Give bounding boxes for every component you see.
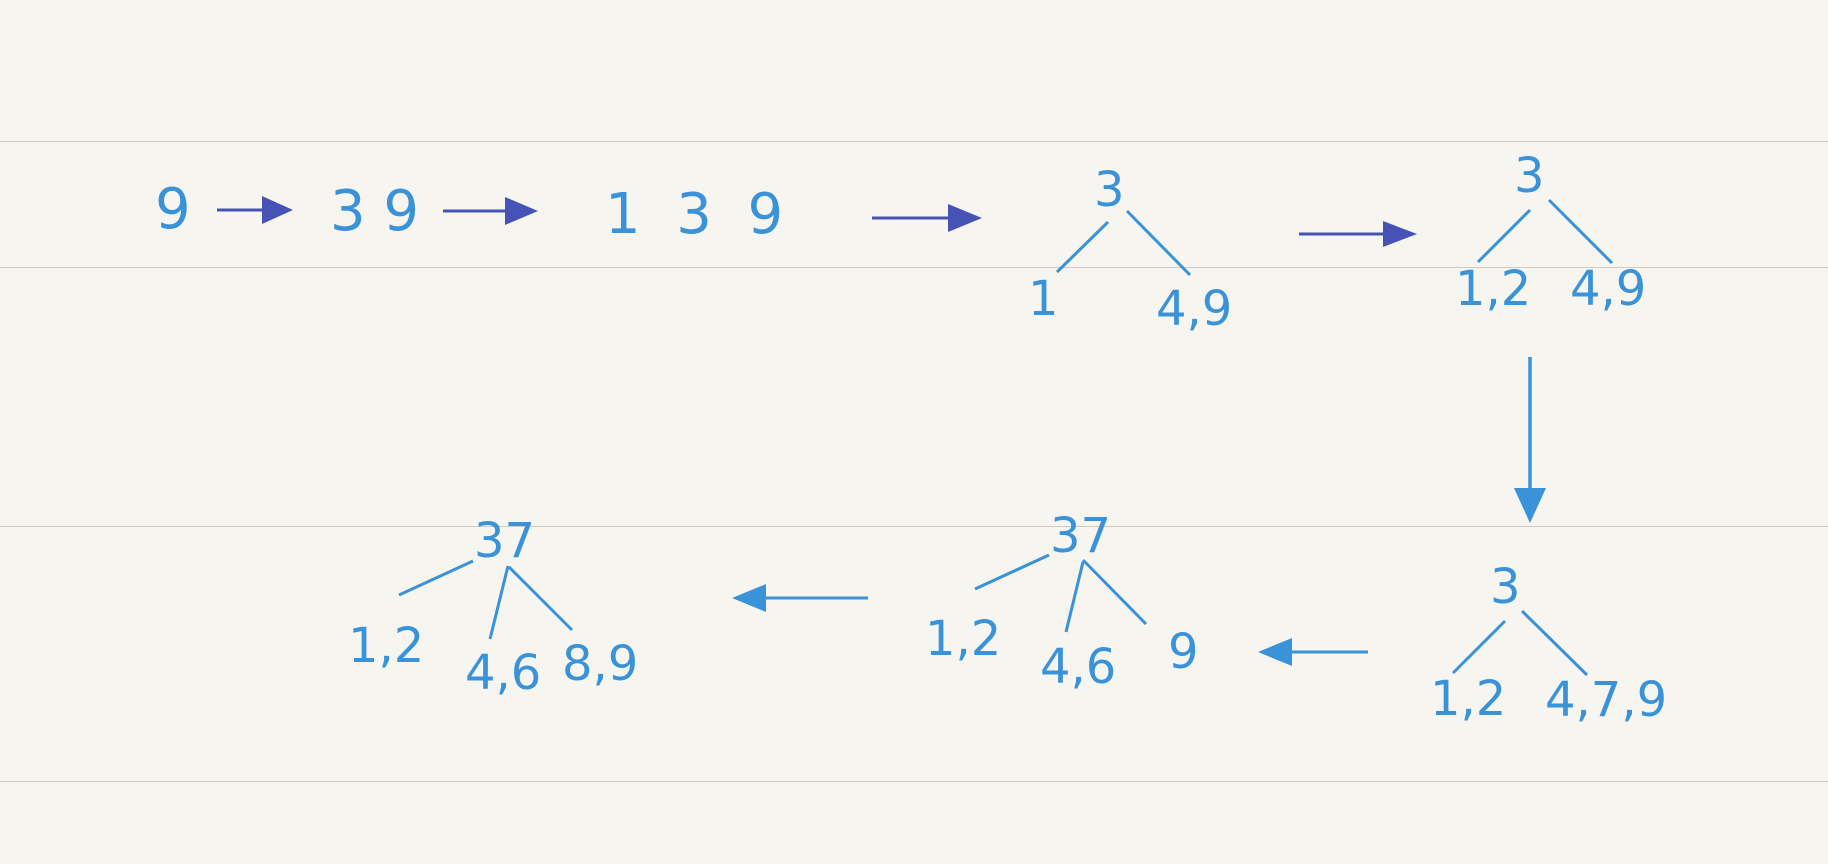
step2-keys: 3 9 [330,179,419,244]
arrow-step4-to-step5 [1299,221,1417,247]
arrow-step2-to-step3 [443,197,538,225]
step7-right-node: 9 [1168,624,1199,680]
step5-root: 3 [1514,148,1545,204]
step8-root: 37 [474,513,535,569]
step5-edge-left [1476,208,1532,264]
step5-right-node: 4,9 [1570,261,1646,317]
arrow-step6-to-step7 [1258,638,1368,666]
step8-edge-left [398,559,474,597]
step8-tree: 37 1,2 4,6 8,9 [348,513,638,701]
arrow-step7-to-step8 [732,584,868,612]
arrow-step5-to-step6 [1514,357,1546,523]
step8-right-node: 8,9 [562,636,638,692]
step1-keys: 9 [155,177,191,242]
step4-left-node: 1 [1028,271,1059,327]
step7-edge-middle [1064,561,1085,633]
step5-left-node: 1,2 [1455,261,1531,317]
step6-right-node: 4,7,9 [1545,672,1667,728]
step4-right-node: 4,9 [1156,281,1232,337]
step3-keys: 1 3 9 [605,182,783,247]
step4-root: 3 [1094,162,1125,218]
step7-edge-right [1081,558,1148,626]
step8-edge-middle [488,565,510,640]
arrow-step3-to-step4 [872,204,982,232]
ruled-line [0,267,1828,268]
step7-left-node: 1,2 [925,611,1001,667]
ruled-line [0,526,1828,527]
step6-tree: 3 1,2 4,7,9 [1430,559,1667,728]
step6-left-node: 1,2 [1430,671,1506,727]
step6-root: 3 [1490,559,1521,615]
step6-edge-left [1451,619,1507,675]
step5-edge-right [1547,198,1614,265]
step7-root: 37 [1050,508,1111,564]
step4-tree: 3 1 4,9 [1028,162,1232,337]
step8-left-node: 1,2 [348,618,424,674]
step4-edge-right [1125,209,1192,277]
step6-edge-right [1520,609,1589,677]
ruled-line [0,141,1828,142]
ruled-line [0,781,1828,782]
step7-edge-left [974,553,1050,591]
step7-middle-node: 4,6 [1040,639,1116,695]
step8-edge-right [507,565,574,632]
step7-tree: 37 1,2 4,6 9 [925,508,1199,695]
step8-middle-node: 4,6 [465,645,541,701]
step5-tree: 3 1,2 4,9 [1455,148,1646,317]
step4-edge-left [1055,220,1110,274]
arrow-step1-to-step2 [217,196,293,224]
